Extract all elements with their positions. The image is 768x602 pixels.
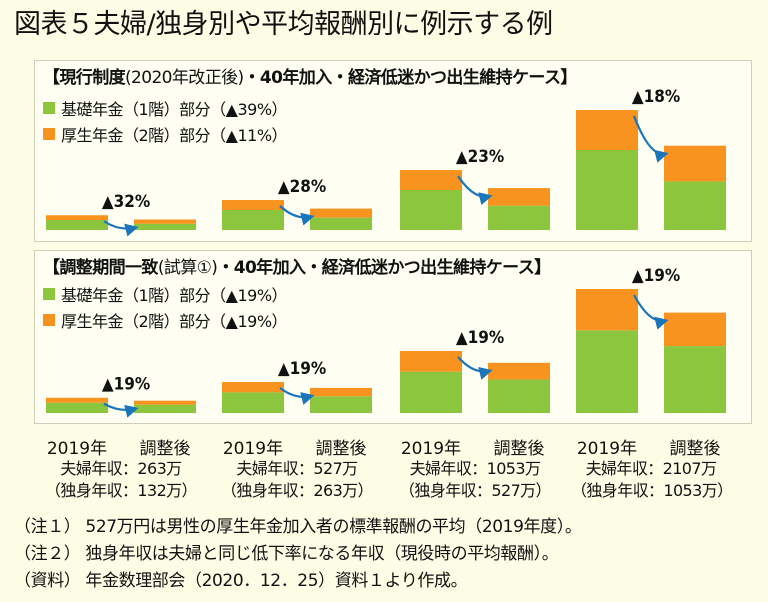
bar-employee-1-3: [310, 387, 372, 397]
bar-basic-0-5: [488, 205, 550, 230]
x-tick-label: 調整後: [493, 439, 545, 459]
couple-income: 夫婦年収：2107万: [585, 459, 717, 478]
reduction-label-0-2: ▲23%: [456, 147, 504, 167]
reduction-arrow-1-3: [633, 294, 669, 330]
reduction-arrow-1-0: [103, 402, 139, 418]
bar-basic-0-4: [400, 190, 462, 230]
reduction-arrow-0-0: [103, 220, 139, 237]
bar-employee-0-2: [222, 200, 284, 210]
bar-employee-0-7: [664, 145, 726, 182]
single-income: （独身年収：263万）: [221, 481, 374, 500]
legend: 基礎年金（1階）部分（▲39%） 厚生年金（2階）部分（▲11%）: [43, 95, 288, 147]
bar-employee-1-1: [134, 400, 196, 405]
x-group-label: 夫婦年収：527万 （独身年収：263万）: [217, 458, 377, 502]
x-group-label: 夫婦年収：263万 （独身年収：132万）: [41, 458, 201, 502]
single-income: （独身年収：527万）: [399, 481, 552, 500]
panel-title-part: 【現行制度: [43, 68, 126, 88]
x-group-label: 夫婦年収：1053万 （独身年収：527万）: [395, 458, 555, 502]
legend-swatch-basic: [43, 288, 55, 300]
x-tick-label: 2019年: [576, 439, 638, 459]
bar-employee-0-0: [46, 215, 108, 220]
bar-basic-1-4: [400, 371, 462, 413]
notes: （注１） 527万円は男性の厚生年金加入者の標準報酬の平均（2019年度）。 （…: [14, 514, 582, 595]
bar-basic-1-3: [310, 396, 372, 413]
note-1: （注１） 527万円は男性の厚生年金加入者の標準報酬の平均（2019年度）。: [14, 517, 582, 537]
bar-basic-0-2: [222, 210, 284, 230]
legend-item-basic: 基礎年金（1階）部分（▲19%）: [43, 281, 288, 307]
reduction-label-0-1: ▲28%: [278, 177, 326, 197]
note-source: （資料） 年金数理部会（2020．12．25）資料１より作成。: [14, 571, 468, 591]
x-tick-label: 2019年: [222, 439, 284, 459]
single-income: （独身年収：132万）: [45, 481, 198, 500]
reduction-arrow-0-1: [279, 205, 315, 226]
panel-title-part: (試算①): [157, 258, 218, 278]
bar-employee-0-1: [134, 219, 196, 224]
panel-title: 【調整期間一致(試算①)・40年加入・経済低迷かつ出生維持ケース】: [43, 253, 551, 278]
figure-title: 図表５夫婦/独身別や平均報酬別に例示する例: [14, 9, 553, 40]
single-income: （独身年収：1053万）: [571, 481, 733, 500]
reduction-label-1-3: ▲19%: [632, 266, 680, 286]
x-axis-labels: 2019年 調整後 2019年 調整後 2019年 調整後 2019年 調整後 夫婦年収：263…: [0, 432, 768, 512]
legend-item-employee: 厚生年金（2階）部分（▲11%）: [43, 121, 288, 147]
note-2: （注２） 独身年収は夫婦と同じ低下率になる年収（現役時の平均報酬）。: [14, 544, 559, 564]
bar-basic-0-3: [310, 217, 372, 230]
bar-basic-0-6: [576, 150, 638, 230]
legend-label: 厚生年金（2階）部分（▲11%）: [61, 126, 288, 145]
bar-basic-0-1: [134, 223, 196, 230]
x-tick-label: 2019年: [400, 439, 462, 459]
reduction-label-1-0: ▲19%: [102, 375, 150, 395]
bar-basic-0-0: [46, 220, 108, 230]
couple-income: 夫婦年収：527万: [236, 459, 358, 478]
legend-item-employee: 厚生年金（2階）部分（▲19%）: [43, 307, 288, 333]
bar-employee-0-5: [488, 188, 550, 206]
legend-swatch-basic: [43, 102, 55, 114]
panel-title: 【現行制度(2020年改正後)・40年加入・経済低迷かつ出生維持ケース】: [43, 63, 577, 88]
bar-employee-1-5: [488, 362, 550, 380]
couple-income: 夫婦年収：1053万: [409, 459, 541, 478]
bar-employee-1-0: [46, 397, 108, 403]
bar-basic-1-6: [576, 330, 638, 413]
legend: 基礎年金（1階）部分（▲19%） 厚生年金（2階）部分（▲19%）: [43, 281, 288, 333]
panel-title-part: (2020年改正後): [125, 68, 244, 88]
reduction-arrow-1-2: [457, 356, 493, 380]
bar-basic-1-5: [488, 379, 550, 413]
x-tick-label: 調整後: [315, 439, 367, 459]
legend-swatch-employee: [43, 314, 55, 326]
legend-label: 基礎年金（1階）部分（▲39%）: [61, 100, 288, 119]
bar-employee-0-3: [310, 208, 372, 218]
bar-employee-1-2: [222, 382, 284, 393]
x-tick-label: 調整後: [139, 439, 191, 459]
bar-employee-0-6: [576, 110, 638, 150]
x-tick-label: 調整後: [669, 439, 721, 459]
bar-basic-0-7: [664, 181, 726, 230]
reduction-label-1-2: ▲19%: [456, 328, 504, 348]
reduction-label-0-3: ▲18%: [632, 87, 680, 107]
reduction-arrow-0-3: [632, 115, 669, 163]
bar-employee-1-4: [400, 351, 462, 372]
couple-income: 夫婦年収：263万: [60, 459, 182, 478]
reduction-label-0-0: ▲32%: [102, 192, 150, 212]
bar-employee-0-4: [400, 170, 462, 190]
bar-basic-1-0: [46, 402, 108, 413]
legend-swatch-employee: [43, 128, 55, 140]
bar-basic-1-7: [664, 346, 726, 413]
reduction-label-1-1: ▲19%: [278, 359, 326, 379]
reduction-arrow-0-2: [457, 175, 493, 206]
bar-chart: ▲32% ▲28% ▲23% ▲18% ▲19% ▲19% ▲19% ▲19%: [46, 87, 726, 418]
panel-title-part: ・40年加入・経済低迷かつ出生維持ケース】: [243, 68, 578, 88]
x-group-label: 夫婦年収：2107万 （独身年収：1053万）: [571, 458, 733, 502]
legend-label: 基礎年金（1階）部分（▲19%）: [61, 286, 288, 305]
x-tick-label: 2019年: [46, 439, 108, 459]
bar-basic-1-1: [134, 404, 196, 413]
reduction-arrow-1-1: [279, 387, 315, 405]
bar-employee-1-7: [664, 312, 726, 347]
panel-title-part: ・40年加入・経済低迷かつ出生維持ケース】: [217, 258, 551, 278]
panel-title-part: 【調整期間一致: [43, 258, 158, 278]
legend-item-basic: 基礎年金（1階）部分（▲39%）: [43, 95, 288, 121]
bar-employee-1-6: [576, 289, 638, 331]
legend-label: 厚生年金（2階）部分（▲19%）: [61, 312, 288, 331]
bar-basic-1-2: [222, 392, 284, 413]
